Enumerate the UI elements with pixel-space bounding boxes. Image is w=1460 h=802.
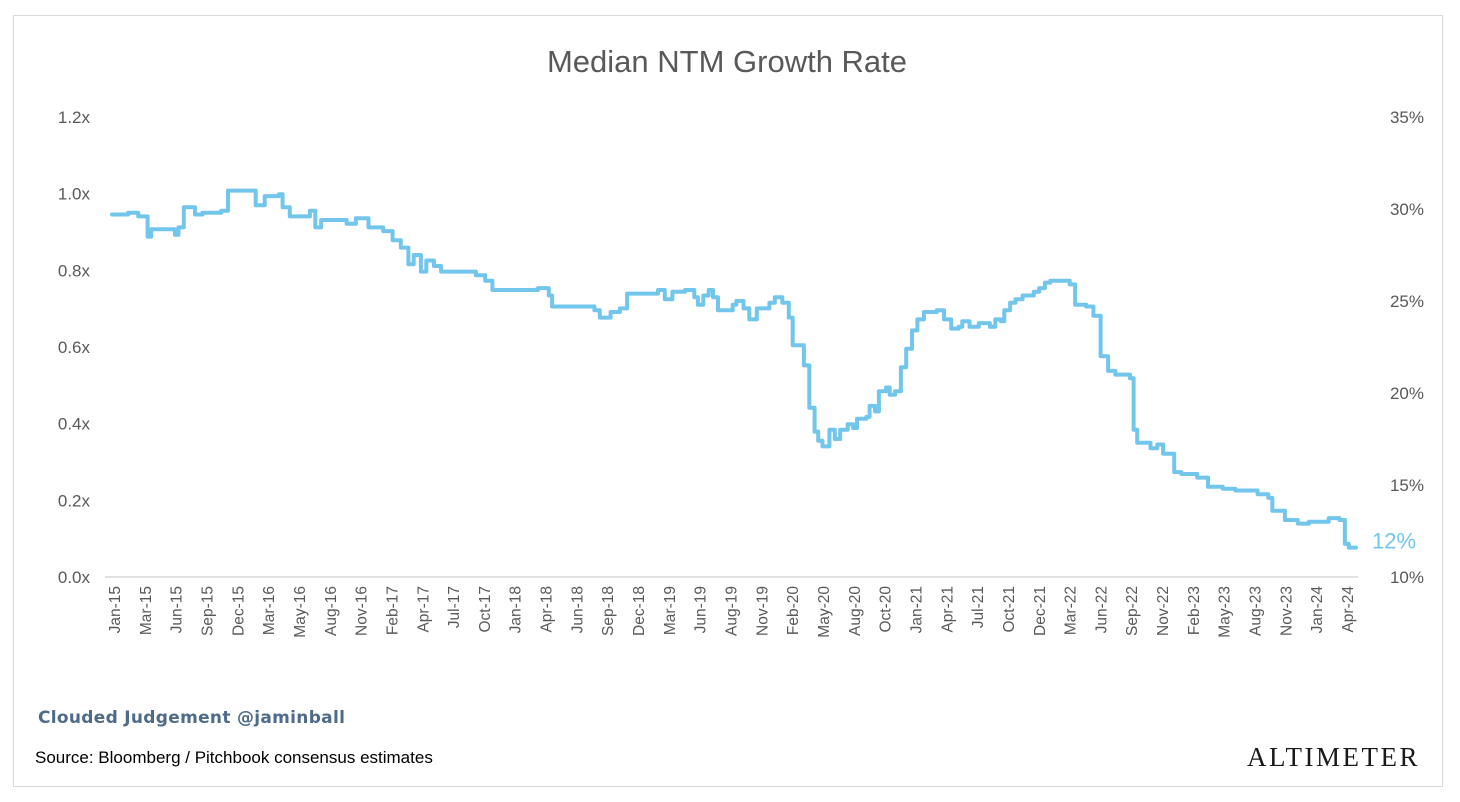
- x-tick-label: Jan-21: [908, 586, 925, 633]
- brand-logo: ALTIMETER: [1247, 742, 1420, 772]
- x-tick-label: Oct-21: [1001, 586, 1018, 633]
- x-tick-label: Apr-21: [939, 586, 956, 633]
- right-tick-label: 15%: [1390, 476, 1424, 495]
- left-tick-label: 0.6x: [58, 338, 91, 357]
- x-tick-label: Nov-22: [1155, 586, 1172, 636]
- series-line: [110, 188, 1358, 550]
- series-layer: 12%: [110, 188, 1416, 554]
- right-tick-label: 10%: [1390, 568, 1424, 587]
- x-tick-label: Apr-24: [1340, 586, 1357, 633]
- x-tick-label: Aug-19: [724, 586, 741, 636]
- x-tick-label: May-23: [1217, 586, 1234, 638]
- end-value-label: 12%: [1372, 529, 1416, 554]
- x-tick-label: Dec-21: [1032, 586, 1049, 636]
- x-tick-label: Aug-16: [323, 586, 340, 636]
- x-tick-label: Mar-16: [261, 586, 278, 635]
- x-tick-label: Jul-17: [446, 586, 463, 628]
- x-tick-label: Sep-22: [1124, 586, 1141, 636]
- chart-frame: [13, 15, 1443, 787]
- x-tick-label: Jan-24: [1309, 586, 1326, 634]
- x-tick-label: Nov-16: [354, 586, 371, 636]
- source-note: Source: Bloomberg / Pitchbook consensus …: [35, 748, 433, 767]
- x-tick-label: Jun-19: [693, 586, 710, 633]
- right-tick-label: 25%: [1390, 292, 1424, 311]
- left-tick-label: 1.0x: [58, 185, 91, 204]
- right-tick-label: 30%: [1390, 200, 1424, 219]
- x-tick-label: Sep-18: [600, 586, 617, 636]
- credit-label: Clouded Judgement @jaminball: [38, 708, 346, 728]
- x-tick-label: Nov-23: [1278, 586, 1295, 636]
- x-tick-label: May-20: [816, 586, 833, 638]
- right-axis: 10% 15% 20% 25% 30% 35%: [1390, 108, 1424, 587]
- x-tick-label: Feb-20: [785, 586, 802, 635]
- left-tick-label: 0.2x: [58, 491, 91, 510]
- x-tick-label: Apr-17: [415, 586, 432, 633]
- left-tick-label: 0.4x: [58, 415, 91, 434]
- x-tick-label: Jul-21: [970, 586, 987, 628]
- x-tick-label: Jan-15: [107, 586, 124, 633]
- x-tick-label: Apr-18: [539, 586, 556, 633]
- x-tick-label: Feb-23: [1186, 586, 1203, 635]
- x-tick-label: Oct-20: [878, 586, 895, 633]
- x-tick-label: Feb-17: [384, 586, 401, 635]
- left-tick-label: 0.8x: [58, 261, 91, 280]
- x-tick-label: Jun-22: [1093, 586, 1110, 633]
- chart-title: Median NTM Growth Rate: [547, 44, 907, 79]
- x-axis: Jan-15 Mar-15 Jun-15 Sep-15 Dec-15 Mar-16 May-…: [107, 586, 1357, 638]
- x-tick-label: Aug-23: [1248, 586, 1265, 636]
- x-tick-label: Oct-17: [477, 586, 494, 633]
- right-tick-label: 35%: [1390, 108, 1424, 127]
- x-tick-label: Aug-20: [847, 586, 864, 636]
- x-tick-label: Dec-15: [230, 586, 247, 636]
- x-tick-label: Jun-18: [569, 586, 586, 633]
- left-tick-label: 0.0x: [58, 568, 91, 587]
- x-tick-label: Dec-18: [631, 586, 648, 636]
- x-tick-label: Jan-18: [508, 586, 525, 633]
- x-tick-label: Mar-19: [662, 586, 679, 635]
- x-tick-label: Mar-15: [138, 586, 155, 635]
- right-tick-label: 20%: [1390, 384, 1424, 403]
- x-tick-label: Mar-22: [1063, 586, 1080, 635]
- x-tick-label: Jun-15: [169, 586, 186, 633]
- x-tick-label: May-16: [292, 586, 309, 638]
- left-tick-label: 1.2x: [58, 108, 91, 127]
- x-tick-label: Sep-15: [199, 586, 216, 636]
- x-tick-label: Nov-19: [754, 586, 771, 636]
- left-axis: 0.0x 0.2x 0.4x 0.6x 0.8x 1.0x 1.2x: [58, 108, 91, 587]
